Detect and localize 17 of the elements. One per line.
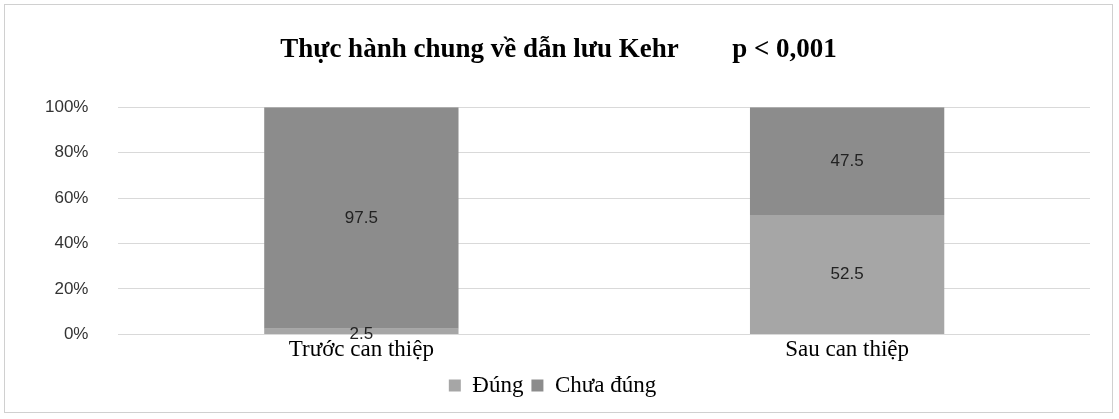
y-tick-label: 20% [54, 278, 89, 298]
y-tick-label: 100% [45, 96, 89, 116]
bar [749, 107, 945, 216]
text: p < 0,001 [732, 33, 837, 63]
x-tick-label: Sau can thiệp [785, 336, 910, 362]
data-label: 52.5 [830, 264, 864, 284]
data-label: 47.5 [830, 150, 864, 170]
legend-label: Đúng [472, 371, 524, 397]
y-tick-label: 40% [54, 233, 89, 253]
data-label: 97.5 [344, 207, 378, 227]
legend-label: Chưa đúng [554, 371, 657, 397]
bar [264, 107, 459, 329]
y-tick-label: 0% [63, 324, 89, 344]
y-tick-label: 60% [54, 187, 89, 207]
bar [749, 215, 945, 334]
y-tick-label: 80% [54, 142, 89, 162]
chart-title: Thực hành chung về dẫn lưu Kehr [280, 33, 679, 63]
